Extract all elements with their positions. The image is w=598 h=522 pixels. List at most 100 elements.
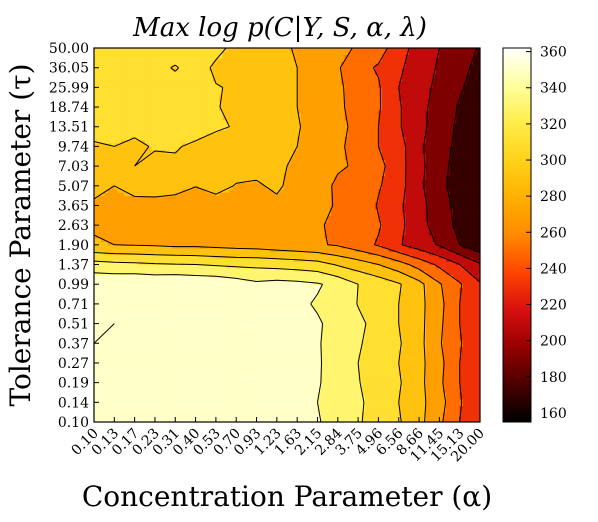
contour-cell xyxy=(148,392,152,397)
contour-cell xyxy=(121,399,125,403)
contour-cell xyxy=(175,277,180,282)
contour-cell xyxy=(198,399,203,403)
contour-cell xyxy=(432,303,437,308)
contour-cell xyxy=(320,362,325,367)
contour-cell xyxy=(307,405,312,410)
contour-cell xyxy=(287,362,291,367)
contour-cell xyxy=(131,412,136,416)
contour-cell xyxy=(94,389,98,393)
contour-cell xyxy=(144,320,149,324)
contour-cell xyxy=(314,366,318,370)
contour-cell xyxy=(303,369,308,374)
contour-cell xyxy=(188,336,193,341)
contour-cell xyxy=(337,317,342,321)
contour-cell xyxy=(110,402,115,406)
contour-cell xyxy=(266,297,271,302)
contour-cell xyxy=(151,326,156,331)
contour-cell xyxy=(185,399,190,403)
contour-cell xyxy=(94,382,98,387)
contour-cell xyxy=(368,362,373,367)
contour-cell xyxy=(297,346,301,351)
contour-cell xyxy=(287,399,291,403)
contour-cell xyxy=(148,343,152,347)
contour-cell xyxy=(209,366,213,370)
contour-cell xyxy=(276,339,281,344)
contour-cell xyxy=(276,320,281,324)
contour-cell xyxy=(158,320,163,324)
contour-cell xyxy=(422,395,427,400)
contour-cell xyxy=(276,310,281,315)
contour-cell xyxy=(97,323,102,328)
contour-cell xyxy=(222,353,227,357)
contour-cell xyxy=(358,346,362,351)
contour-cell xyxy=(259,362,264,367)
contour-cell xyxy=(459,307,464,311)
contour-cell xyxy=(107,294,112,298)
contour-cell xyxy=(131,287,136,292)
contour-cell xyxy=(192,277,196,282)
contour-cell xyxy=(168,385,173,390)
contour-cell xyxy=(456,284,461,288)
contour-cell xyxy=(331,346,335,351)
contour-cell xyxy=(171,271,176,275)
contour-cell xyxy=(473,385,478,390)
contour-cell xyxy=(442,310,447,315)
contour-cell xyxy=(138,274,142,279)
contour-cell xyxy=(303,346,308,351)
contour-cell xyxy=(364,415,369,420)
contour-cell xyxy=(463,382,467,387)
contour-cell xyxy=(202,405,207,410)
contour-cell xyxy=(117,402,122,406)
contour-cell xyxy=(351,323,356,328)
contour-cell xyxy=(215,392,220,397)
contour-cell xyxy=(161,412,166,416)
contour-cell xyxy=(205,362,210,367)
contour-cell xyxy=(463,389,467,393)
contour-cell xyxy=(354,346,359,351)
contour-cell xyxy=(138,408,142,413)
contour-cell xyxy=(253,303,257,308)
contour-cell xyxy=(94,277,98,282)
contour-cell xyxy=(385,382,389,387)
contour-cell xyxy=(368,284,373,288)
contour-cell xyxy=(205,313,210,318)
contour-cell xyxy=(273,303,278,308)
contour-cell xyxy=(205,330,210,334)
contour-cell xyxy=(158,412,163,416)
contour-cell xyxy=(303,402,308,406)
contour-cell xyxy=(280,349,285,354)
contour-cell xyxy=(124,303,129,308)
contour-cell xyxy=(432,333,437,338)
contour-cell xyxy=(242,372,247,377)
contour-cell xyxy=(229,353,234,357)
contour-cell xyxy=(368,392,373,397)
contour-cell xyxy=(351,415,356,420)
contour-cell xyxy=(246,399,251,403)
contour-cell xyxy=(185,369,190,374)
contour-cell xyxy=(266,405,271,410)
contour-cell xyxy=(154,280,159,285)
contour-cell xyxy=(334,307,339,311)
contour-cell xyxy=(182,415,186,420)
contour-cell xyxy=(232,418,237,423)
contour-cell xyxy=(242,349,247,354)
contour-cell xyxy=(131,336,136,341)
contour-cell xyxy=(259,317,264,321)
contour-cell xyxy=(324,339,329,344)
contour-cell xyxy=(185,366,190,370)
contour-cell xyxy=(473,412,478,416)
contour-cell xyxy=(371,287,376,292)
contour-cell xyxy=(270,385,274,390)
contour-cell xyxy=(205,418,210,423)
contour-cell xyxy=(229,399,234,403)
contour-cell xyxy=(219,303,224,308)
contour-cell xyxy=(144,310,149,315)
contour-cell xyxy=(154,349,159,354)
contour-cell xyxy=(344,297,349,302)
contour-cell xyxy=(151,382,156,387)
contour-cell xyxy=(276,385,281,390)
contour-cell xyxy=(110,405,115,410)
contour-cell xyxy=(364,356,369,361)
contour-cell xyxy=(331,320,335,324)
contour-cell xyxy=(293,287,298,292)
